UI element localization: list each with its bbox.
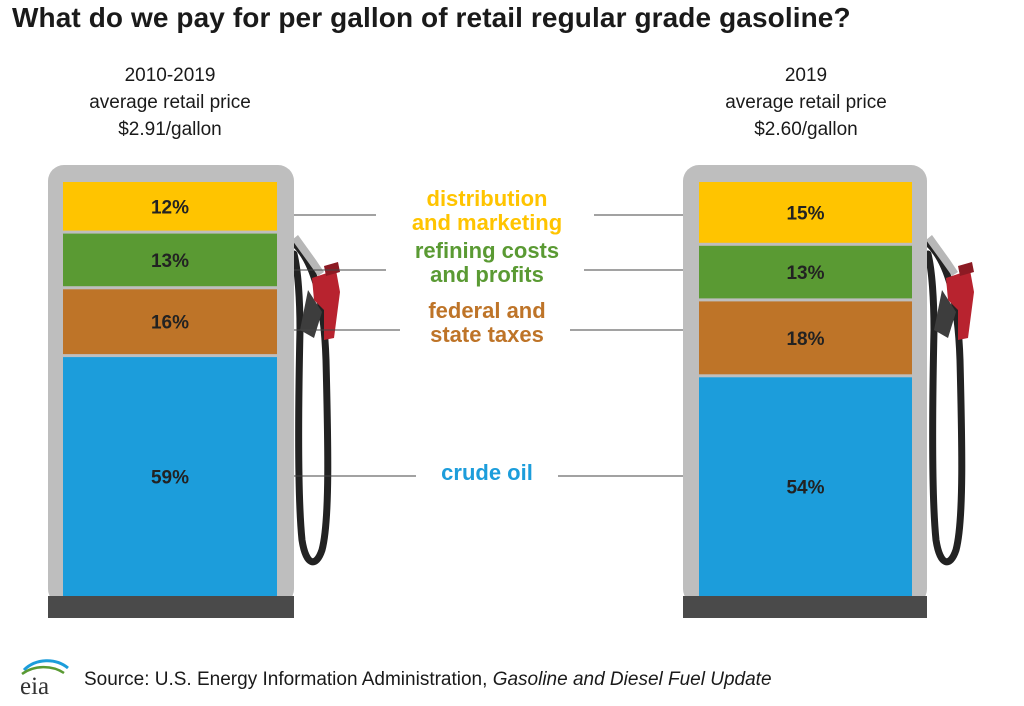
- category-text: crude oil: [441, 460, 533, 485]
- chart-title: What do we pay for per gallon of retail …: [12, 2, 851, 33]
- pump-period: 2010-2019: [124, 65, 216, 86]
- hose-connector: [926, 235, 958, 276]
- segment-crude: [63, 357, 277, 596]
- hose-right: [924, 235, 974, 566]
- category-text: distribution: [427, 186, 548, 211]
- segment-label-crude: 54%: [786, 478, 824, 499]
- logo-text: eia: [20, 673, 49, 699]
- nozzle-handle: [946, 270, 974, 340]
- hose-left: [290, 235, 340, 566]
- nozzle-trigger: [934, 290, 956, 338]
- segment-taxes: [63, 289, 277, 355]
- segment-distribution: [699, 182, 912, 243]
- segment-refining: [699, 245, 912, 299]
- category-text: refining costs: [415, 238, 559, 263]
- pump-price: $2.91/gallon: [118, 119, 222, 140]
- segment-label-taxes: 16%: [151, 313, 189, 334]
- pump-base: [48, 596, 294, 618]
- segment-label-distribution: 12%: [151, 197, 189, 218]
- pump-header-right: 2019 average retail price $2.60/gallon: [676, 62, 936, 143]
- category-label-crude: crude oil: [294, 460, 683, 485]
- nozzle-collar: [958, 262, 974, 276]
- nozzle-trigger: [300, 290, 322, 338]
- segment-label-refining: 13%: [151, 251, 189, 272]
- pump-price: $2.60/gallon: [754, 119, 858, 140]
- pump-subtitle: average retail price: [89, 92, 251, 113]
- pump-base: [683, 596, 927, 618]
- category-text: and profits: [430, 262, 544, 287]
- nozzle-collar: [324, 262, 340, 276]
- segment-distribution: [63, 182, 277, 231]
- eia-logo: eia: [20, 659, 69, 699]
- segment-label-crude: 59%: [151, 468, 189, 489]
- nozzle-handle: [312, 270, 340, 340]
- segment-label-taxes: 18%: [786, 329, 824, 350]
- segment-label-distribution: 15%: [786, 203, 824, 224]
- segment-refining: [63, 233, 277, 287]
- segment-crude: [699, 377, 912, 596]
- pump-left: 12% 13% 16% 59%: [48, 165, 294, 618]
- pump-subtitle: average retail price: [725, 92, 887, 113]
- segment-taxes: [699, 301, 912, 375]
- source-publication: Gasoline and Diesel Fuel Update: [492, 669, 772, 690]
- category-text: federal and: [428, 298, 545, 323]
- pump-right: 15% 13% 18% 54%: [683, 165, 927, 618]
- category-text: and marketing: [412, 210, 562, 235]
- pump-header-left: 2010-2019 average retail price $2.91/gal…: [40, 62, 300, 143]
- segment-label-refining: 13%: [786, 263, 824, 284]
- category-text: state taxes: [430, 322, 544, 347]
- source-note: Source: U.S. Energy Information Administ…: [84, 669, 772, 691]
- hose-connector: [292, 235, 324, 276]
- source-prefix: Source: U.S. Energy Information Administ…: [84, 669, 493, 690]
- pump-period: 2019: [784, 65, 828, 86]
